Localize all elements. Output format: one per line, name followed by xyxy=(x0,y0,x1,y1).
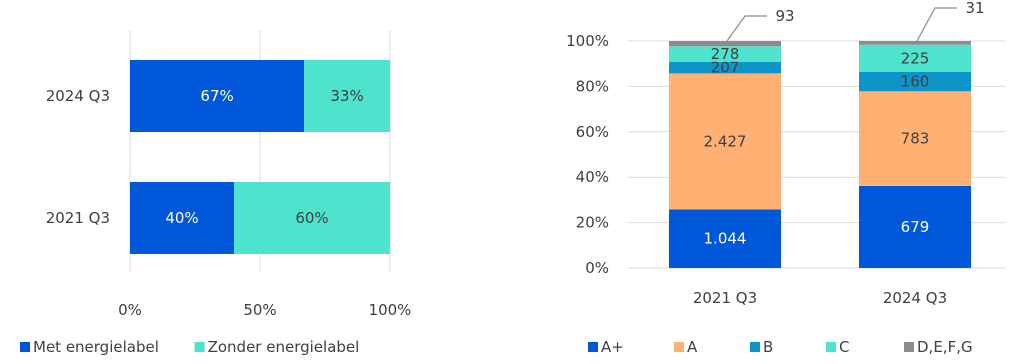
y-tick-label: 100% xyxy=(566,32,609,50)
legend-label: Met energielabel xyxy=(33,338,159,356)
data-label: 60% xyxy=(295,209,328,227)
bar-segment xyxy=(859,41,971,45)
data-label: 679 xyxy=(901,218,930,236)
data-label: 207 xyxy=(711,59,740,77)
data-label: 160 xyxy=(901,73,930,91)
legend-label: Zonder energielabel xyxy=(208,338,360,356)
bar-segment xyxy=(859,185,971,268)
legend-label: A xyxy=(687,338,698,356)
data-label: 278 xyxy=(711,45,740,63)
bar-segment xyxy=(669,61,781,74)
y-tick-label: 0% xyxy=(585,259,609,277)
legend-swatch xyxy=(674,342,684,352)
bar-segment xyxy=(669,73,781,210)
bar-segment xyxy=(304,60,390,132)
data-label: 225 xyxy=(901,49,930,67)
legend-swatch xyxy=(904,342,914,352)
bar-segment xyxy=(669,41,781,47)
bar-segment xyxy=(859,91,971,186)
category-label: 2024 Q3 xyxy=(46,87,110,105)
y-tick-label: 80% xyxy=(576,77,609,95)
callout-line xyxy=(916,7,957,42)
bar-segment xyxy=(669,46,781,62)
bar-segment xyxy=(669,209,781,268)
legend-swatch xyxy=(826,342,836,352)
data-label: 31 xyxy=(965,0,984,17)
legend-swatch xyxy=(20,342,30,352)
bar-segment xyxy=(234,182,390,254)
callout-line xyxy=(726,15,767,42)
bar-segment xyxy=(859,44,971,72)
legend-label: A+ xyxy=(601,338,624,356)
y-tick-label: 40% xyxy=(576,168,609,186)
category-label: 2021 Q3 xyxy=(693,289,757,307)
x-tick-label: 0% xyxy=(118,301,142,319)
bar-segment xyxy=(859,71,971,92)
category-label: 2024 Q3 xyxy=(883,289,947,307)
y-tick-label: 20% xyxy=(576,214,609,232)
legend-swatch xyxy=(194,342,205,352)
data-label: 33% xyxy=(330,87,363,105)
x-tick-label: 50% xyxy=(243,301,276,319)
category-label: 2021 Q3 xyxy=(46,209,110,227)
data-label: 783 xyxy=(901,130,930,148)
bar-segment xyxy=(130,60,305,132)
data-label: 2.427 xyxy=(704,132,747,150)
data-label: 40% xyxy=(165,209,198,227)
y-tick-label: 60% xyxy=(576,123,609,141)
legend-label: C xyxy=(839,338,849,356)
x-tick-label: 100% xyxy=(369,301,412,319)
legend-swatch xyxy=(588,342,598,352)
data-label: 1.044 xyxy=(704,230,747,248)
legend-label: D,E,F,G xyxy=(917,338,973,356)
legend-label: B xyxy=(763,338,773,356)
data-label: 93 xyxy=(775,7,794,25)
bar-segment xyxy=(130,182,234,254)
data-label: 67% xyxy=(200,87,233,105)
legend-swatch xyxy=(750,342,760,352)
